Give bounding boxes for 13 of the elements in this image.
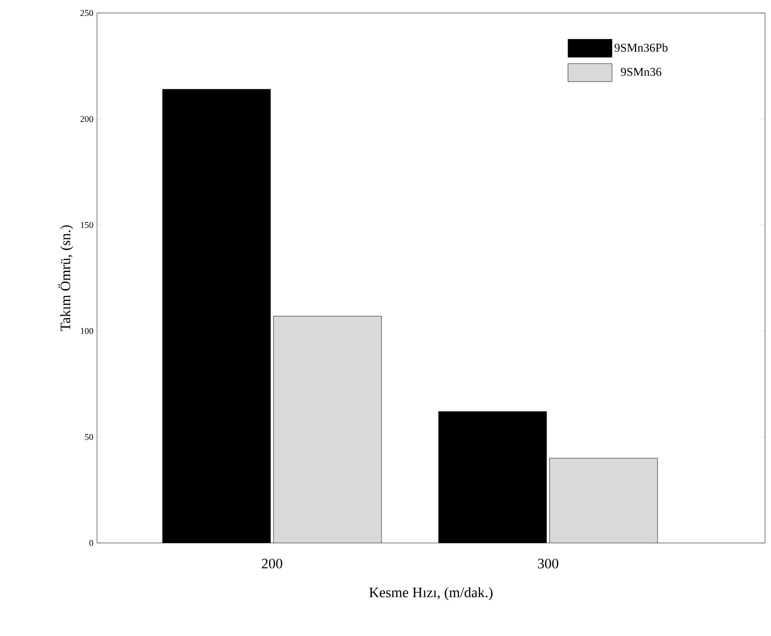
y-tick-label: 150 [80,222,94,228]
bar [549,458,658,543]
y-tick-label: 200 [80,116,94,122]
y-tick-label: 0 [89,540,94,546]
y-tick-label: 50 [85,434,94,440]
x-axis-title: Kesme Hızı, (m/dak.) [369,587,493,600]
y-tick-label: 250 [80,10,94,16]
legend-label: 9SMn36Pb [614,43,668,52]
bar [273,316,382,543]
y-axis-title: Takım Ömrü, (sn.) [58,225,74,332]
y-tick-label: 100 [80,328,94,334]
x-tick-label: 300 [538,558,558,568]
legend-label: 9SMn36 [620,68,662,76]
